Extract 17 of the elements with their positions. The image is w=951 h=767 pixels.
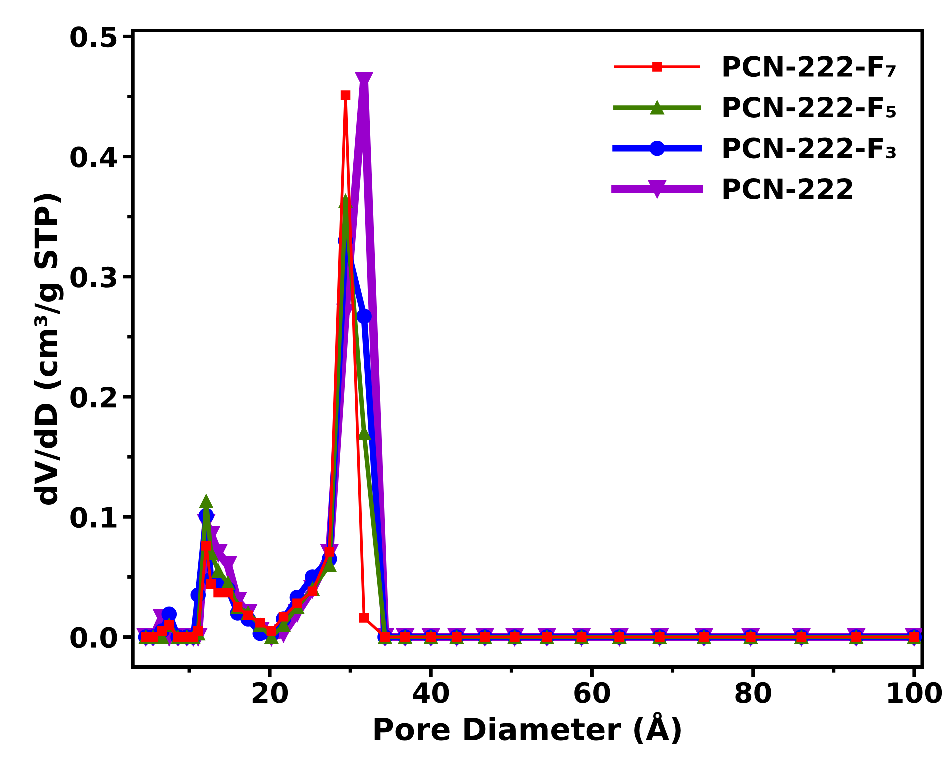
y-tick-label: 0.5 (70, 26, 117, 48)
y-tick-label: 0.3 (70, 266, 116, 288)
x-tick-label: 40 (413, 682, 450, 704)
legend-label: PCN-222-F₃ (724, 138, 896, 159)
legend-label: PCN-222-F₅ (724, 96, 896, 118)
x-tick-label: 60 (574, 682, 610, 704)
y-tick-label: 0.0 (70, 627, 118, 648)
y-axis-title: dV/dD (cm³/g STP) (34, 194, 64, 505)
x-tick-label: 80 (736, 682, 772, 704)
y-tick-label: 0.4 (70, 146, 118, 168)
y-tick-label: 0.1 (70, 507, 117, 528)
legend-label: PCN-222 (724, 178, 852, 200)
x-axis-title: Pore Diameter (Å) (374, 712, 681, 744)
x-tick-label: 20 (252, 682, 288, 704)
legend-label: PCN-222-F₇ (724, 56, 896, 78)
x-tick-label: 100 (888, 682, 942, 704)
y-tick-label: 0.2 (70, 386, 116, 408)
